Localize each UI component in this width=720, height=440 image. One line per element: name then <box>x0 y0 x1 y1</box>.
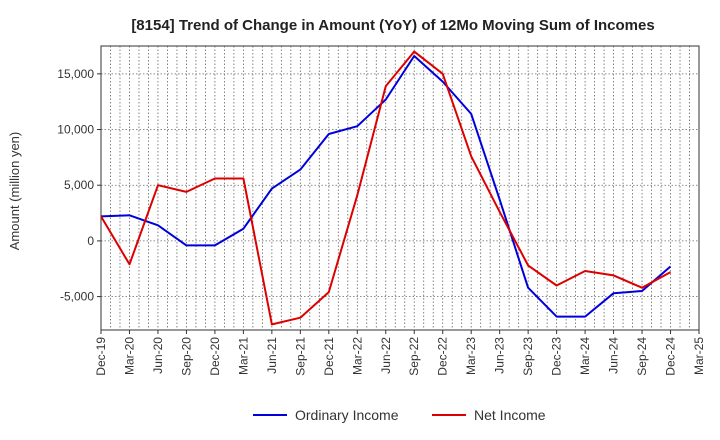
y-tick-label: 5,000 <box>64 178 94 192</box>
chart-title: [8154] Trend of Change in Amount (YoY) o… <box>131 17 654 34</box>
x-tick-label: Jun-22 <box>379 337 393 374</box>
plot-area: -5,000 0 5,000 10,000 15,000 Dec-19 Mar-20 Jun-… <box>57 45 706 376</box>
x-tick-label: Dec-20 <box>208 337 222 376</box>
x-tick-label: Dec-23 <box>550 337 564 376</box>
x-tick-label: Mar-20 <box>122 337 136 375</box>
legend-label-net-income: Net Income <box>474 407 546 423</box>
y-axis-label: Amount (million yen) <box>7 132 22 251</box>
x-tick-label: Mar-25 <box>692 337 706 375</box>
x-tick-label: Sep-24 <box>635 337 649 376</box>
plot-frame <box>100 45 700 331</box>
legend: Ordinary Income Net Income <box>253 407 546 423</box>
x-tick-label: Mar-22 <box>350 337 364 375</box>
net-income-line <box>100 50 671 326</box>
x-tick-label: Sep-22 <box>407 337 421 376</box>
x-tick-label: Mar-24 <box>578 337 592 375</box>
x-tick-label: Sep-20 <box>179 337 193 376</box>
x-tick-label: Mar-21 <box>236 337 250 375</box>
x-tick-label: Mar-23 <box>464 337 478 375</box>
y-tick-label: 0 <box>87 234 94 248</box>
x-tick-label: Jun-24 <box>607 337 621 374</box>
x-tick-label: Dec-24 <box>664 337 678 376</box>
y-tick-label: 15,000 <box>57 67 94 81</box>
x-tick-label: Jun-21 <box>265 337 279 374</box>
x-tick-label: Dec-19 <box>94 337 108 376</box>
x-tick-label: Dec-22 <box>436 337 450 376</box>
legend-label-ordinary-income: Ordinary Income <box>295 407 399 423</box>
y-tick-label: 10,000 <box>57 123 94 137</box>
x-tick-label: Jun-23 <box>493 337 507 374</box>
y-tick-label: -5,000 <box>60 290 94 304</box>
ordinary-income-line <box>100 55 672 318</box>
x-tick-label: Sep-23 <box>521 337 535 376</box>
x-tick-label: Sep-21 <box>293 337 307 376</box>
x-tick-label: Dec-21 <box>322 337 336 376</box>
x-tick-label: Jun-20 <box>151 337 165 374</box>
